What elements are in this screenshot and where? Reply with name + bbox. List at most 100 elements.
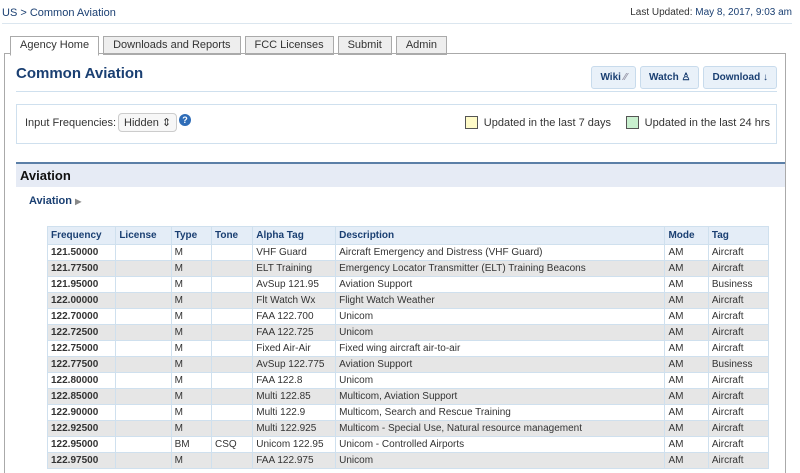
table-row[interactable]: 122.75000 M Fixed Air-Air Fixed wing aircra… xyxy=(46,340,770,357)
table-cell: BM xyxy=(170,436,212,453)
table-cell: 121.95000 xyxy=(46,276,117,293)
table-cell: 121.77500 xyxy=(46,260,117,277)
table-cell: Unicom xyxy=(335,324,666,341)
section-header: Aviation xyxy=(16,162,785,187)
table-cell: AM xyxy=(664,324,709,341)
breadcrumb[interactable]: US > Common Aviation xyxy=(2,7,116,19)
table-cell: Aircraft xyxy=(707,372,770,389)
table-cell: 122.75000 xyxy=(46,340,117,357)
column-header[interactable]: Frequency xyxy=(46,226,117,245)
table-cell xyxy=(210,340,254,357)
help-icon[interactable]: ? xyxy=(179,114,191,126)
table-cell: Unicom xyxy=(335,372,666,389)
table-cell: Aircraft xyxy=(707,244,770,261)
table-cell: FAA 122.975 xyxy=(252,452,337,469)
table-row[interactable]: 122.95000 BM CSQ Unicom 122.95 Unicom - Cont… xyxy=(46,436,770,453)
watch-button[interactable]: Watch ♙ xyxy=(640,66,700,89)
input-frequencies-select[interactable]: Hidden ⇕ xyxy=(118,113,178,132)
table-cell xyxy=(115,276,172,293)
table-cell: AM xyxy=(664,276,709,293)
table-cell: 122.92500 xyxy=(46,420,117,437)
input-frequencies-label: Input Frequencies: xyxy=(25,117,117,129)
table-row[interactable]: 122.77500 M AvSup 122.775 Aviation Support A… xyxy=(46,356,770,373)
table-header: Frequency License Type Tone Alpha Tag Descrip… xyxy=(46,226,770,245)
download-label: Download xyxy=(712,72,761,83)
last-updated: Last Updated: May 8, 2017, 9:03 am xyxy=(630,7,792,18)
table-cell xyxy=(115,324,172,341)
yellow-swatch-icon xyxy=(464,116,478,129)
legend-24-hrs: Updated in the last 24 hrs xyxy=(625,116,770,129)
subcategory-label: Aviation xyxy=(29,195,72,207)
table-row[interactable]: 122.85000 M Multi 122.85 Multicom, Aviation… xyxy=(46,388,770,405)
table-cell: M xyxy=(170,260,212,277)
table-cell: FAA 122.725 xyxy=(252,324,337,341)
table-row[interactable]: 121.50000 M VHF Guard Aircraft Emergency an… xyxy=(46,244,770,261)
tab-admin[interactable]: Admin xyxy=(395,36,448,55)
tab-downloads-reports[interactable]: Downloads and Reports xyxy=(103,36,241,55)
column-header[interactable]: Type xyxy=(170,226,212,245)
table-row[interactable]: 121.95000 M AvSup 121.95 Aviation Support AM… xyxy=(46,276,770,293)
table-cell: 122.72500 xyxy=(46,324,117,341)
table-cell xyxy=(210,276,254,293)
table-cell: AvSup 122.775 xyxy=(252,356,337,373)
table-cell: AM xyxy=(664,340,709,357)
table-cell: M xyxy=(170,452,212,469)
table-cell: AvSup 121.95 xyxy=(252,276,337,293)
table-row[interactable]: 122.90000 M Multi 122.9 Multicom, Search an… xyxy=(46,404,770,421)
table-row[interactable]: 122.80000 M FAA 122.8 Unicom AM Aircraft xyxy=(46,372,770,389)
table-row[interactable]: 121.77500 M ELT Training Emergency Locator … xyxy=(46,260,770,277)
column-header[interactable]: Tone xyxy=(210,226,254,245)
table-row[interactable]: 122.72500 M FAA 122.725 Unicom AM Aircraft xyxy=(46,324,770,341)
column-header[interactable]: Alpha Tag xyxy=(252,226,337,245)
table-cell: Multi 122.9 xyxy=(252,404,337,421)
table-cell: Business xyxy=(707,356,770,373)
table-cell: Aviation Support xyxy=(335,356,666,373)
table-cell: Fixed wing aircraft air-to-air xyxy=(335,340,666,357)
column-header[interactable]: Tag xyxy=(707,226,770,245)
column-header[interactable]: License xyxy=(115,226,172,245)
table-cell: Flt Watch Wx xyxy=(252,292,337,309)
tab-submit[interactable]: Submit xyxy=(337,36,392,55)
table-cell xyxy=(210,292,254,309)
table-cell xyxy=(210,356,254,373)
table-cell xyxy=(115,452,172,469)
user-icon: ♙ xyxy=(681,72,691,83)
tab-fcc-licenses[interactable]: FCC Licenses xyxy=(244,36,334,55)
table-row[interactable]: 122.92500 M Multi 122.925 Multicom - Specia… xyxy=(46,420,770,437)
download-button[interactable]: Download ↓ xyxy=(703,66,777,89)
table-cell: Aircraft xyxy=(707,452,770,469)
subcategory-link[interactable]: Aviation ▶ xyxy=(29,195,81,207)
wiki-label: Wiki xyxy=(600,72,621,83)
table-cell: AM xyxy=(664,420,709,437)
table-row[interactable]: 122.97500 M FAA 122.975 Unicom AM Aircraft xyxy=(46,452,770,469)
table-cell: Aircraft xyxy=(707,292,770,309)
frequency-table: Frequency License Type Tone Alpha Tag Descrip… xyxy=(46,226,770,469)
table-row[interactable]: 122.00000 M Flt Watch Wx Flight Watch Weath… xyxy=(46,292,770,309)
table-cell: Unicom xyxy=(335,452,666,469)
table-cell: Aircraft xyxy=(707,260,770,277)
tab-agency-home[interactable]: Agency Home xyxy=(10,36,100,56)
table-cell: Unicom 122.95 xyxy=(252,436,337,453)
last-updated-value: May 8, 2017, 9:03 am xyxy=(695,7,792,18)
table-cell: Multicom, Aviation Support xyxy=(335,388,666,405)
table-cell: Aircraft xyxy=(707,404,770,421)
table-cell: VHF Guard xyxy=(252,244,337,261)
table-cell: M xyxy=(170,276,212,293)
table-cell: 122.77500 xyxy=(46,356,117,373)
table-cell: Multi 122.925 xyxy=(252,420,337,437)
wiki-button[interactable]: Wiki ⁄⁄ xyxy=(591,66,637,89)
column-header[interactable]: Description xyxy=(335,226,666,245)
column-header[interactable]: Mode xyxy=(664,226,709,245)
table-cell xyxy=(210,372,254,389)
table-cell xyxy=(115,356,172,373)
table-cell: Flight Watch Weather xyxy=(335,292,666,309)
table-cell xyxy=(210,452,254,469)
table-cell: 121.50000 xyxy=(46,244,117,261)
table-row[interactable]: 122.70000 M FAA 122.700 Unicom AM Aircraft xyxy=(46,308,770,325)
table-cell: Aircraft xyxy=(707,420,770,437)
table-cell xyxy=(210,404,254,421)
table-cell: M xyxy=(170,292,212,309)
table-cell: AM xyxy=(664,372,709,389)
table-cell: AM xyxy=(664,436,709,453)
table-cell: AM xyxy=(664,260,709,277)
